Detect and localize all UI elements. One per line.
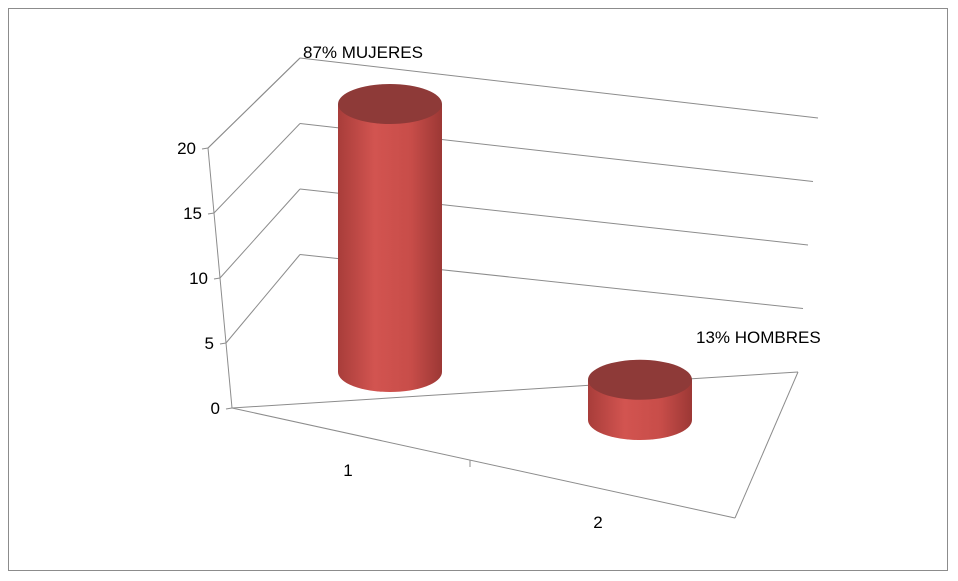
data-labels: 87% MUJERES 13% HOMBRES — [303, 43, 821, 347]
floor-right-edge — [734, 371, 799, 519]
bar-top-2 — [588, 359, 692, 400]
bars — [338, 84, 692, 440]
y-tick-mark-0 — [225, 407, 233, 410]
y-tick-mark-15 — [207, 212, 215, 215]
y-tick-label-10: 10 — [189, 269, 208, 288]
x-tick-label-2: 2 — [593, 513, 602, 532]
x-axis-line — [231, 407, 736, 519]
bar-top-1 — [338, 84, 442, 124]
y-ticks: 0 5 10 15 20 — [177, 139, 233, 418]
y-tick-mark-5 — [219, 342, 227, 345]
floor-back-edge — [231, 371, 799, 409]
bar-2 — [588, 359, 692, 440]
y-tick-label-0: 0 — [211, 399, 220, 418]
gridline-back-20 — [299, 57, 819, 119]
y-tick-mark-20 — [201, 147, 209, 150]
gridline-wall-15 — [213, 123, 301, 214]
y-tick-label-20: 20 — [177, 139, 196, 158]
y-tick-mark-10 — [213, 277, 221, 280]
bar-body-1 — [338, 104, 442, 392]
chart-frame — [8, 8, 948, 571]
gridline-wall-10 — [219, 188, 301, 279]
data-label-1: 87% MUJERES — [303, 43, 423, 62]
gridline-wall-20 — [207, 57, 301, 149]
y-tick-label-5: 5 — [205, 334, 214, 353]
gridline-wall-5 — [225, 254, 301, 344]
y-tick-label-15: 15 — [183, 204, 202, 223]
x-tick-label-1: 1 — [343, 461, 352, 480]
gridlines — [207, 57, 819, 344]
bar-1 — [338, 84, 442, 392]
x-ticks: 12 — [343, 460, 603, 532]
data-label-2: 13% HOMBRES — [696, 328, 821, 347]
